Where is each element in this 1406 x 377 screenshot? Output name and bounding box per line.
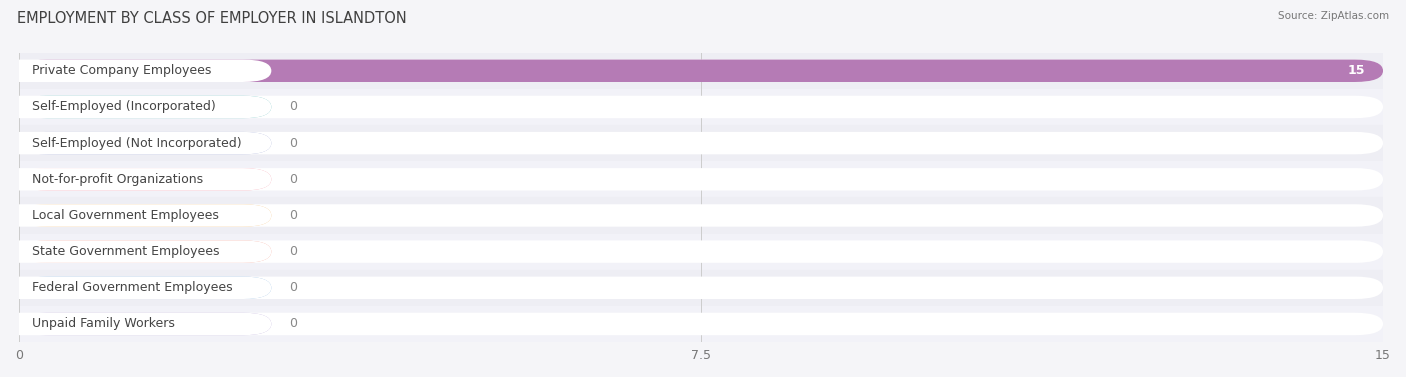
Text: 0: 0 <box>290 281 298 294</box>
FancyBboxPatch shape <box>20 168 271 190</box>
FancyBboxPatch shape <box>20 96 1384 118</box>
Bar <box>20 270 1384 306</box>
FancyBboxPatch shape <box>20 96 271 118</box>
FancyBboxPatch shape <box>20 60 1384 82</box>
Text: Not-for-profit Organizations: Not-for-profit Organizations <box>31 173 202 186</box>
Bar <box>20 53 1384 89</box>
FancyBboxPatch shape <box>0 96 271 118</box>
FancyBboxPatch shape <box>0 132 271 154</box>
FancyBboxPatch shape <box>20 277 271 299</box>
FancyBboxPatch shape <box>20 241 1384 263</box>
Bar <box>20 233 1384 270</box>
Text: Federal Government Employees: Federal Government Employees <box>31 281 232 294</box>
FancyBboxPatch shape <box>20 313 271 335</box>
Bar <box>20 161 1384 198</box>
Text: 0: 0 <box>290 100 298 113</box>
Bar <box>20 125 1384 161</box>
FancyBboxPatch shape <box>20 132 271 154</box>
Bar <box>20 89 1384 125</box>
FancyBboxPatch shape <box>20 60 1384 82</box>
Text: 0: 0 <box>290 317 298 331</box>
FancyBboxPatch shape <box>20 168 1384 190</box>
Text: 0: 0 <box>290 245 298 258</box>
Text: 0: 0 <box>290 173 298 186</box>
Text: Self-Employed (Incorporated): Self-Employed (Incorporated) <box>31 100 215 113</box>
Bar <box>20 198 1384 233</box>
FancyBboxPatch shape <box>0 313 271 335</box>
FancyBboxPatch shape <box>20 204 1384 227</box>
Text: Source: ZipAtlas.com: Source: ZipAtlas.com <box>1278 11 1389 21</box>
FancyBboxPatch shape <box>0 241 271 263</box>
Text: Self-Employed (Not Incorporated): Self-Employed (Not Incorporated) <box>31 136 242 150</box>
Text: Private Company Employees: Private Company Employees <box>31 64 211 77</box>
FancyBboxPatch shape <box>0 168 271 190</box>
FancyBboxPatch shape <box>20 277 1384 299</box>
FancyBboxPatch shape <box>20 204 271 227</box>
Bar <box>20 306 1384 342</box>
FancyBboxPatch shape <box>0 60 271 82</box>
Text: Unpaid Family Workers: Unpaid Family Workers <box>31 317 174 331</box>
FancyBboxPatch shape <box>20 313 1384 335</box>
Text: Local Government Employees: Local Government Employees <box>31 209 218 222</box>
FancyBboxPatch shape <box>20 241 271 263</box>
Text: State Government Employees: State Government Employees <box>31 245 219 258</box>
FancyBboxPatch shape <box>20 132 1384 154</box>
FancyBboxPatch shape <box>0 204 271 227</box>
Text: 15: 15 <box>1347 64 1365 77</box>
Text: 0: 0 <box>290 209 298 222</box>
Text: 0: 0 <box>290 136 298 150</box>
Text: EMPLOYMENT BY CLASS OF EMPLOYER IN ISLANDTON: EMPLOYMENT BY CLASS OF EMPLOYER IN ISLAN… <box>17 11 406 26</box>
FancyBboxPatch shape <box>0 277 271 299</box>
